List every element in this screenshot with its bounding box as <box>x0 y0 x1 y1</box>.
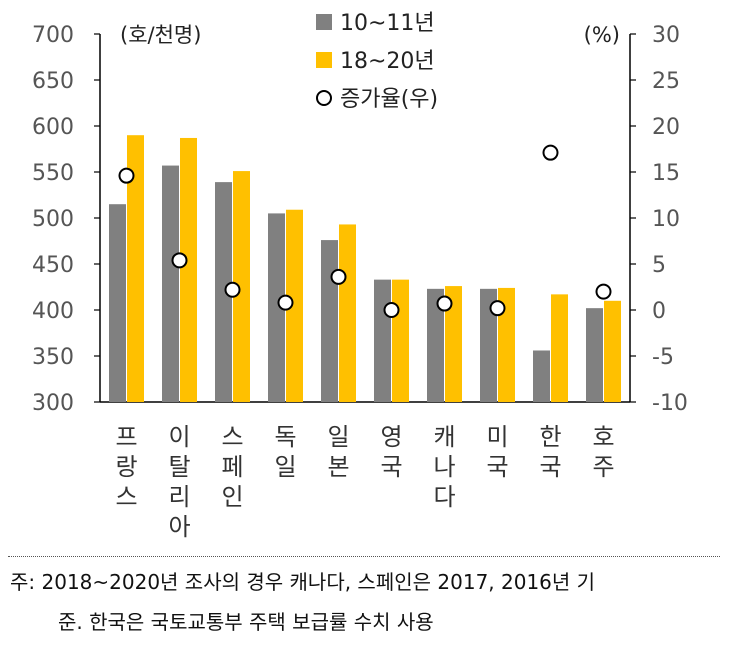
category-label-char: 스 <box>115 483 137 511</box>
category-label-char: 나 <box>433 453 455 481</box>
bar-2018-20 <box>551 294 568 402</box>
category-label-char: 영 <box>380 423 402 451</box>
right-tick-label: 10 <box>652 207 680 232</box>
growth-marker <box>489 300 506 317</box>
right-tick-label: 0 <box>652 299 666 324</box>
category-label-char: 일 <box>327 423 349 451</box>
category-label-char: 본 <box>327 453 349 481</box>
right-tick-label: -10 <box>652 391 688 416</box>
chart: 300 350 400 450 500 550 600 650 700 -10 -5 0 5 10 15 2… <box>32 11 688 541</box>
left-tick-label: 700 <box>32 23 74 48</box>
legend-swatch-2018-20 <box>316 52 332 68</box>
category-label-char: 국 <box>539 453 561 481</box>
left-tick-label: 600 <box>32 115 74 140</box>
left-tick-label: 450 <box>32 253 74 278</box>
bar-2010-11 <box>586 308 603 402</box>
category-label-char: 주 <box>592 453 614 481</box>
category-label-char: 국 <box>380 453 402 481</box>
bar-2010-11 <box>321 240 338 402</box>
growth-marker <box>383 302 400 318</box>
right-axis: -10 -5 0 5 10 15 20 25 30 <box>629 23 688 416</box>
bar-2010-11 <box>215 182 232 402</box>
bar-2010-11 <box>109 204 126 402</box>
category-label-char: 랑 <box>115 453 137 481</box>
growth-marker <box>595 283 612 300</box>
category-label-char: 국 <box>486 453 508 481</box>
left-axis-unit: (호/천명) <box>120 23 201 47</box>
growth-marker <box>330 268 347 285</box>
right-tick-label: 20 <box>652 115 680 140</box>
legend-label: 증가율(우) <box>340 87 438 112</box>
bar-2018-20 <box>392 279 409 402</box>
bar-2018-20 <box>180 137 197 402</box>
category-label-char: 아 <box>168 513 190 541</box>
footnote-line-1: 주: 2018~2020년 조사의 경우 캐나다, 스페인은 2017, 201… <box>10 570 596 594</box>
bar-2018-20 <box>127 135 144 402</box>
bar-2018-20 <box>498 287 515 402</box>
right-tick-label: 15 <box>652 161 680 186</box>
bar-2010-11 <box>480 288 497 402</box>
category-label-char: 프 <box>115 423 137 451</box>
growth-marker <box>171 252 188 269</box>
category-label-char: 스 <box>221 423 243 451</box>
left-tick-label: 550 <box>32 161 74 186</box>
legend-marker-growth <box>316 90 332 106</box>
left-tick-label: 400 <box>32 299 74 324</box>
growth-marker <box>542 144 559 161</box>
growth-marker <box>436 295 453 312</box>
right-tick-label: 25 <box>652 69 680 94</box>
growth-marker <box>277 294 294 311</box>
left-tick-label: 300 <box>32 391 74 416</box>
category-label-char: 미 <box>486 423 508 451</box>
category-label-char: 독 <box>274 423 296 451</box>
category-label-char: 이 <box>168 423 190 451</box>
category-label-char: 탈 <box>168 453 190 481</box>
left-tick-label: 350 <box>32 345 74 370</box>
bar-2018-20 <box>286 209 303 402</box>
category-label-char: 일 <box>274 453 296 481</box>
bar-2010-11 <box>268 213 285 402</box>
bar-2010-11 <box>533 350 550 402</box>
legend-swatch-2010-11 <box>316 14 332 30</box>
legend-label: 18~20년 <box>340 49 435 74</box>
category-label-char: 페 <box>221 453 243 481</box>
bar-2018-20 <box>604 300 621 402</box>
footnote-line-2: 준. 한국은 국토교통부 주택 보급률 수치 사용 <box>58 610 434 634</box>
bar-2018-20 <box>445 286 462 402</box>
category-label-char: 캐 <box>433 423 455 451</box>
note-divider <box>8 556 720 557</box>
category-label-char: 다 <box>433 483 455 511</box>
bar-2018-20 <box>339 224 356 402</box>
right-tick-label: -5 <box>652 345 674 370</box>
right-tick-label: 5 <box>652 253 666 278</box>
bar-2010-11 <box>374 279 391 402</box>
bar-2018-20 <box>233 171 250 402</box>
growth-marker <box>224 281 241 298</box>
growth-markers <box>118 144 612 318</box>
left-tick-label: 500 <box>32 207 74 232</box>
category-label-char: 호 <box>592 423 614 451</box>
bar-2010-11 <box>162 165 179 402</box>
right-tick-label: 30 <box>652 23 680 48</box>
category-label-char: 리 <box>168 483 190 511</box>
left-axis: 300 350 400 450 500 550 600 650 700 <box>32 23 630 416</box>
legend-label: 10~11년 <box>340 11 435 36</box>
left-tick-label: 650 <box>32 69 74 94</box>
growth-marker <box>118 167 135 184</box>
category-label-char: 인 <box>221 483 243 511</box>
category-label-char: 한 <box>539 423 561 451</box>
right-axis-unit: (%) <box>584 23 620 47</box>
bar-2010-11 <box>427 288 444 402</box>
bars <box>109 135 621 402</box>
